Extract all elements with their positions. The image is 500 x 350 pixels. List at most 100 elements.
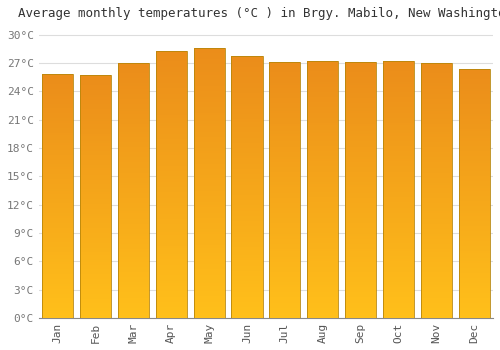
Bar — [42, 299, 74, 301]
Bar — [156, 193, 187, 195]
Bar — [194, 116, 224, 118]
Bar — [194, 267, 224, 270]
Bar — [458, 99, 490, 101]
Bar — [270, 169, 300, 172]
Bar — [421, 68, 452, 71]
Bar — [194, 80, 224, 83]
Bar — [458, 133, 490, 136]
Bar — [42, 191, 74, 194]
Bar — [42, 216, 74, 218]
Bar — [458, 188, 490, 191]
Bar — [458, 94, 490, 96]
Bar — [307, 272, 338, 274]
Bar — [118, 252, 149, 254]
Bar — [118, 145, 149, 147]
Bar — [307, 164, 338, 167]
Bar — [156, 77, 187, 80]
Bar — [194, 259, 224, 261]
Bar — [80, 233, 111, 236]
Bar — [80, 311, 111, 313]
Bar — [307, 310, 338, 313]
Bar — [194, 145, 224, 148]
Bar — [458, 268, 490, 271]
Bar — [345, 162, 376, 164]
Bar — [421, 275, 452, 277]
Bar — [156, 238, 187, 240]
Bar — [80, 277, 111, 279]
Bar — [80, 238, 111, 240]
Bar — [421, 145, 452, 147]
Bar — [232, 75, 262, 77]
Bar — [232, 70, 262, 72]
Bar — [194, 302, 224, 304]
Bar — [232, 114, 262, 117]
Bar — [383, 274, 414, 277]
Bar — [307, 277, 338, 279]
Bar — [421, 303, 452, 305]
Bar — [118, 122, 149, 124]
Bar — [232, 119, 262, 122]
Bar — [194, 237, 224, 240]
Bar — [307, 131, 338, 133]
Bar — [458, 208, 490, 211]
Bar — [194, 156, 224, 159]
Bar — [194, 164, 224, 167]
Bar — [194, 253, 224, 256]
Bar — [383, 267, 414, 269]
Bar — [156, 104, 187, 107]
Bar — [345, 70, 376, 72]
Bar — [458, 108, 490, 111]
Bar — [421, 109, 452, 111]
Bar — [80, 143, 111, 146]
Bar — [421, 208, 452, 211]
Bar — [421, 165, 452, 168]
Bar — [458, 69, 490, 318]
Bar — [80, 107, 111, 109]
Bar — [42, 121, 74, 123]
Bar — [232, 284, 262, 287]
Bar — [80, 90, 111, 92]
Bar — [345, 65, 376, 67]
Bar — [232, 83, 262, 85]
Bar — [232, 211, 262, 214]
Bar — [270, 287, 300, 290]
Bar — [345, 262, 376, 264]
Bar — [421, 293, 452, 295]
Bar — [80, 85, 111, 88]
Bar — [383, 89, 414, 92]
Bar — [42, 189, 74, 191]
Bar — [118, 76, 149, 78]
Bar — [118, 208, 149, 211]
Bar — [307, 238, 338, 241]
Bar — [345, 193, 376, 195]
Bar — [80, 303, 111, 306]
Bar — [307, 195, 338, 197]
Bar — [232, 145, 262, 148]
Bar — [42, 116, 74, 118]
Bar — [156, 166, 187, 168]
Bar — [421, 264, 452, 267]
Bar — [458, 101, 490, 104]
Bar — [156, 99, 187, 101]
Bar — [156, 259, 187, 262]
Bar — [345, 144, 376, 147]
Bar — [307, 148, 338, 151]
Bar — [270, 144, 300, 147]
Bar — [307, 177, 338, 179]
Bar — [421, 216, 452, 218]
Bar — [458, 216, 490, 218]
Bar — [458, 131, 490, 133]
Bar — [118, 129, 149, 132]
Bar — [232, 85, 262, 88]
Bar — [194, 240, 224, 242]
Bar — [307, 205, 338, 208]
Bar — [458, 176, 490, 178]
Bar — [156, 265, 187, 267]
Bar — [118, 162, 149, 165]
Bar — [232, 242, 262, 245]
Bar — [194, 232, 224, 234]
Bar — [42, 86, 74, 89]
Bar — [118, 65, 149, 68]
Bar — [42, 311, 74, 313]
Bar — [421, 188, 452, 190]
